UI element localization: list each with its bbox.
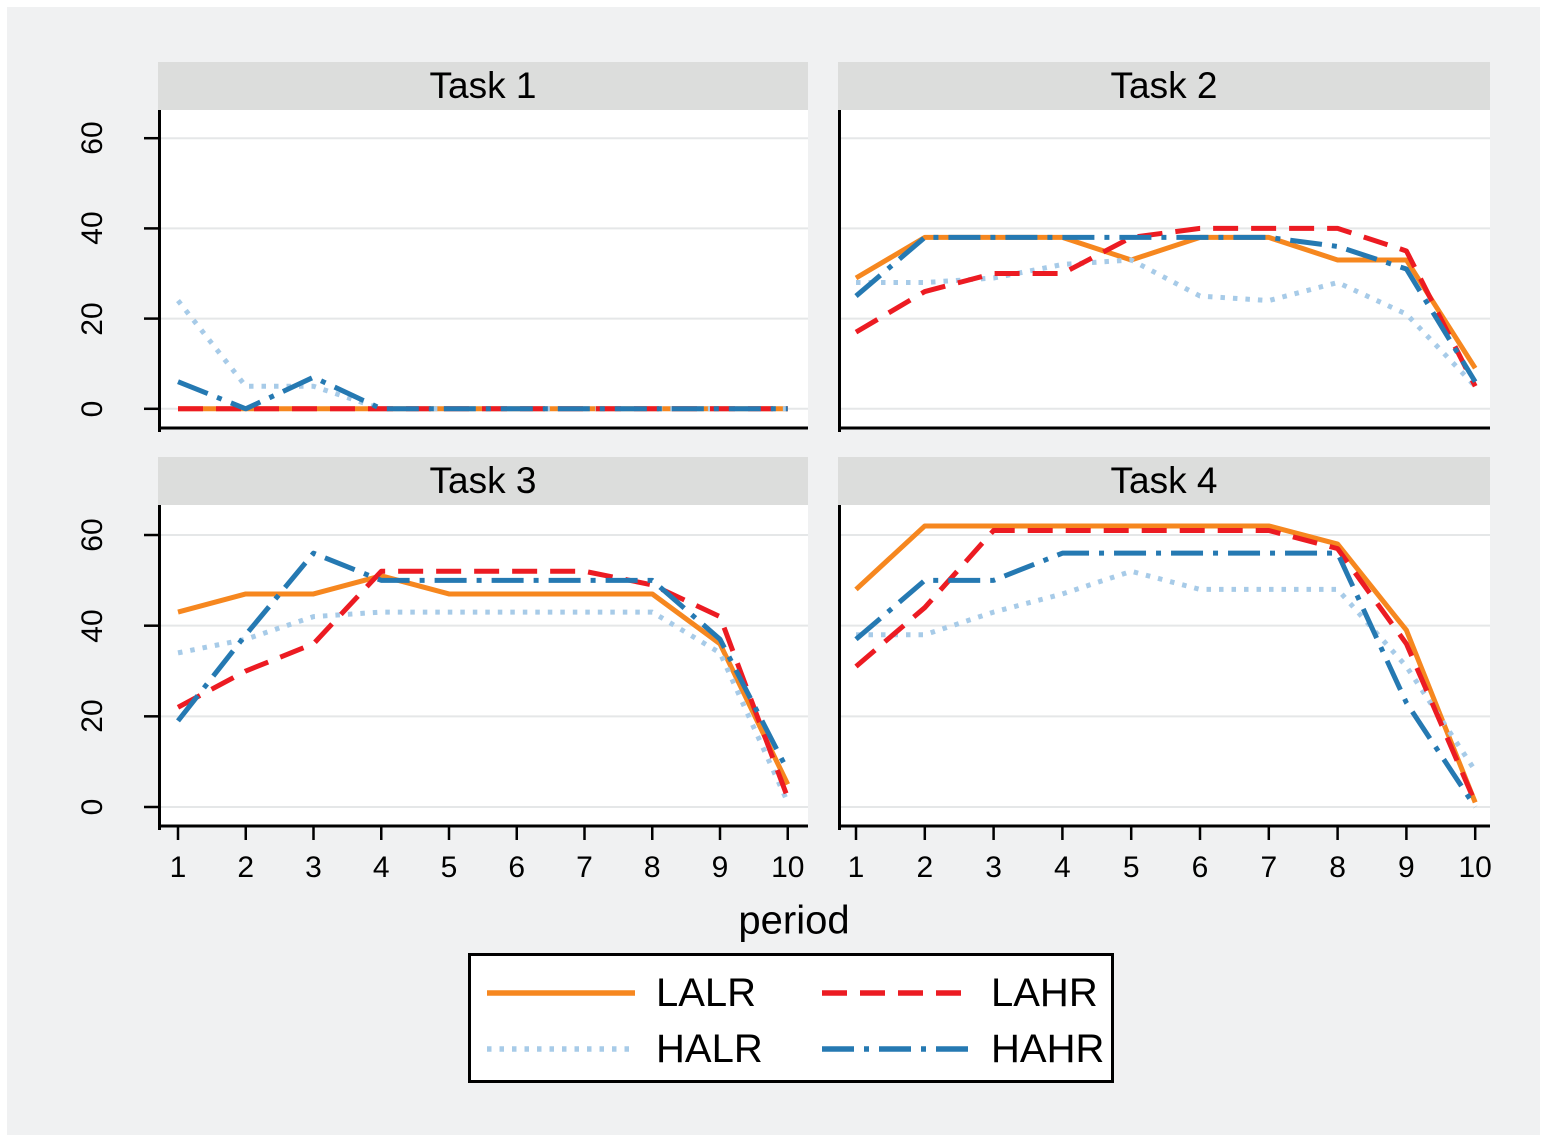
x-tick-label-4: 4 [372, 851, 390, 884]
x-tick-label-8: 8 [1329, 851, 1346, 884]
y-tick-label-20: 20 [76, 301, 109, 336]
panel-title-text: Task 1 [429, 65, 537, 106]
x-tick-label-5: 5 [1122, 851, 1140, 884]
x-tick-label-3: 3 [305, 851, 322, 884]
panel-task-4 [838, 505, 1490, 840]
legend-sample-lahr-line [822, 990, 970, 996]
x-tick-label-8: 8 [643, 851, 661, 884]
series-line-hahr-task-4 [854, 550, 1478, 809]
plot-background [838, 505, 1490, 826]
x-tick-label-9: 9 [1398, 851, 1415, 884]
legend-entry-halr: HALR [486, 1025, 763, 1073]
x-tick-label-7: 7 [576, 851, 593, 884]
plot-background [158, 110, 808, 428]
series-line-hahr-task-2 [854, 234, 1478, 384]
legend-sample-lalr-line [487, 990, 635, 996]
legend-entry-hahr: HAHR [821, 1025, 1104, 1073]
x-tick-label-9: 9 [711, 851, 729, 884]
y-tick-label-60: 60 [76, 121, 109, 155]
series-line-lalr-task-3 [177, 573, 791, 786]
x-tick-label-7: 7 [1260, 851, 1278, 884]
x-tick-label-6: 6 [508, 851, 526, 884]
series-line-lalr-task-4 [854, 523, 1478, 804]
x-tick-label-1: 1 [847, 851, 865, 884]
panel-title-text: Task 2 [1110, 65, 1218, 106]
y-tick-label-20: 20 [76, 699, 109, 734]
x-tick-label-1: 1 [169, 851, 187, 884]
y-tick-label-0: 0 [76, 400, 109, 418]
series-line-lahr-task-4 [854, 527, 1478, 804]
x-tick-label-10: 10 [771, 851, 805, 884]
panel-title-task-3: Task 3 [158, 457, 808, 505]
legend-sample-halr-line [487, 1046, 635, 1052]
legend-label-lalr: LALR [656, 970, 757, 1015]
panel-task-3 [144, 505, 808, 840]
series-line-lahr-task-3 [176, 568, 791, 799]
x-tick-label-10: 10 [1458, 851, 1492, 884]
legend-label-hahr: HAHR [991, 1026, 1105, 1071]
panel-title-text: Task 4 [1110, 460, 1218, 501]
panel-task-1 [144, 110, 808, 432]
x-tick-label-4: 4 [1054, 851, 1071, 884]
series-line-hahr-task-1 [177, 374, 788, 412]
panel-title-task-2: Task 2 [838, 62, 1490, 110]
plot-background [838, 110, 1490, 428]
panel-task-2 [838, 110, 1490, 432]
x-tick-label-5: 5 [440, 851, 458, 884]
y-tick-label-40: 40 [76, 608, 109, 643]
legend-entry-lalr: LALR [486, 969, 756, 1017]
legend-sample-hahr-line [822, 1046, 970, 1052]
y-tick-label-40: 40 [76, 211, 109, 246]
x-tick-label-3: 3 [985, 851, 1002, 884]
legend: LALR LAHR HALR HAHR [468, 953, 1114, 1083]
y-tick-label-60: 60 [76, 518, 109, 552]
panel-title-text: Task 3 [429, 460, 537, 501]
x-axis-title: period [738, 898, 850, 943]
x-tick-label-2: 2 [916, 851, 934, 884]
y-tick-label-0: 0 [76, 798, 109, 816]
plot-background [158, 505, 808, 826]
series-line-lahr-task-2 [854, 225, 1478, 388]
legend-entry-lahr: LAHR [821, 969, 1098, 1017]
legend-label-lahr: LAHR [991, 970, 1098, 1015]
panel-title-task-1: Task 1 [158, 62, 808, 110]
legend-label-halr: HALR [656, 1026, 763, 1071]
x-tick-label-6: 6 [1191, 851, 1209, 884]
panel-title-task-4: Task 4 [838, 457, 1490, 505]
x-tick-label-2: 2 [237, 851, 255, 884]
